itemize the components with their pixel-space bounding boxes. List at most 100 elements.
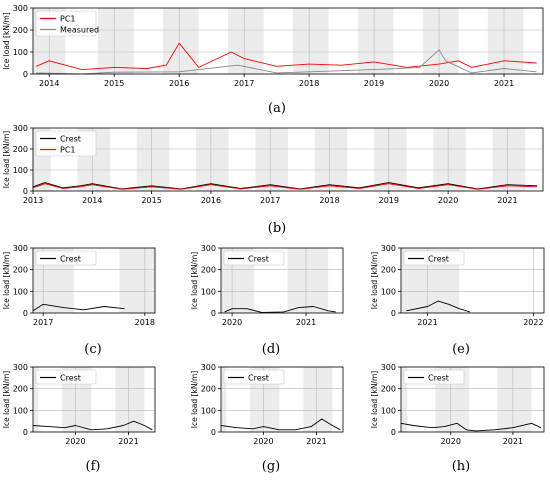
- series-line-crest: [32, 420, 153, 431]
- panel-c: 0 100 200 300 2017 2018 Ice load [kN/m] Crest: [2, 244, 156, 327]
- x-tick-label: 2015: [104, 79, 124, 88]
- y-tick-label: 200: [201, 385, 216, 394]
- y-tick-label: 300: [13, 244, 28, 253]
- plot-frame: [400, 247, 545, 314]
- caption-h: (h): [452, 459, 471, 474]
- shaded-period: [196, 128, 229, 191]
- shaded-period: [497, 367, 532, 432]
- shaded-period: [373, 128, 407, 191]
- caption-e: (e): [452, 342, 470, 357]
- x-tick-label: 2019: [364, 79, 384, 88]
- x-tick-label: 2017: [33, 318, 53, 327]
- legend-box: [403, 369, 465, 385]
- x-tick-label: 2019: [379, 196, 399, 205]
- y-axis-label: Ice load [kN/m]: [190, 371, 199, 428]
- y-tick-label: 200: [13, 385, 28, 394]
- series-line-crest: [220, 418, 341, 431]
- x-tick-label: 2018: [299, 79, 319, 88]
- caption-c: (c): [84, 342, 101, 357]
- series-line-measured: [36, 49, 537, 75]
- y-tick-label: 0: [23, 428, 28, 437]
- caption-g: (g): [262, 459, 280, 474]
- plot-frame: [220, 366, 344, 433]
- x-tick-label: 2022: [523, 318, 543, 327]
- x-tick-label: 2016: [201, 196, 221, 205]
- y-tick-label: 300: [381, 244, 396, 253]
- y-axis-label: Ice load [kN/m]: [2, 12, 11, 69]
- y-tick-label: 200: [381, 266, 396, 275]
- shaded-period: [119, 248, 155, 313]
- legend-label: Crest: [248, 374, 269, 383]
- legend-label: PC1: [60, 146, 76, 155]
- x-tick-label: 2021: [497, 196, 517, 205]
- x-tick-label: 2021: [503, 437, 523, 446]
- y-tick-label: 100: [13, 48, 28, 57]
- y-tick-label: 100: [201, 406, 216, 415]
- series-line-crest: [406, 300, 471, 313]
- y-axis-label: Ice load [kN/m]: [190, 252, 199, 309]
- y-tick-label: 200: [13, 266, 28, 275]
- x-tick-label: 2018: [135, 318, 155, 327]
- series-line-crest: [32, 303, 125, 312]
- x-tick-label: 2020: [441, 437, 461, 446]
- panel-e: 0 100 200 300 2021 2022 Ice load [kN/m] Crest: [370, 244, 545, 327]
- shaded-period: [33, 367, 39, 432]
- panel-d: 0 100 200 300 2020 2021 Ice load [kN/m] Crest: [190, 244, 344, 327]
- shaded-period: [401, 367, 408, 432]
- shaded-period: [97, 8, 134, 74]
- legend-label: PC1: [60, 15, 76, 24]
- panel-f: 0 100 200 300 2020 2021 Ice load [kN/m] Crest: [2, 363, 156, 446]
- panel-g: 0 100 200 300 2020 2021 Ice load [kN/m] Crest: [190, 363, 344, 446]
- series-line-crest: [32, 182, 538, 190]
- caption-d: (d): [262, 342, 280, 357]
- shaded-period: [227, 8, 264, 74]
- plot-frame: [220, 247, 344, 314]
- shaded-period: [136, 128, 170, 191]
- x-tick-label: 2017: [260, 196, 280, 205]
- legend-label: Crest: [248, 255, 269, 264]
- x-tick-label: 2014: [82, 196, 102, 205]
- x-tick-label: 2018: [319, 196, 339, 205]
- x-tick-label: 2021: [417, 318, 437, 327]
- x-tick-label: 2020: [438, 196, 458, 205]
- legend-box: [35, 250, 97, 266]
- y-tick-label: 100: [201, 287, 216, 296]
- shaded-period: [422, 8, 459, 74]
- shaded-period: [492, 128, 526, 191]
- legend-box: [223, 250, 285, 266]
- x-tick-label: 2021: [118, 437, 138, 446]
- y-tick-label: 0: [211, 309, 216, 318]
- y-axis-label: Ice load [kN/m]: [370, 252, 379, 309]
- y-tick-label: 0: [23, 187, 28, 196]
- legend-label: Crest: [428, 374, 449, 383]
- y-tick-label: 200: [381, 385, 396, 394]
- plot-frame: [32, 127, 544, 192]
- shaded-period: [162, 8, 199, 74]
- x-tick-label: 2020: [222, 318, 242, 327]
- x-tick-label: 2020: [429, 79, 449, 88]
- shaded-period: [292, 8, 329, 74]
- y-tick-label: 300: [201, 363, 216, 372]
- y-tick-label: 0: [391, 428, 396, 437]
- x-tick-label: 2015: [141, 196, 161, 205]
- x-tick-label: 2016: [169, 79, 189, 88]
- y-axis-label: Ice load [kN/m]: [2, 252, 11, 309]
- shaded-period: [314, 128, 348, 191]
- plot-frame: [400, 366, 545, 433]
- y-tick-label: 300: [201, 244, 216, 253]
- y-tick-label: 100: [381, 287, 396, 296]
- y-tick-label: 0: [23, 309, 28, 318]
- series-line-crest: [400, 422, 542, 432]
- shaded-period: [115, 367, 145, 432]
- y-tick-label: 300: [13, 124, 28, 133]
- x-tick-label: 2013: [23, 196, 43, 205]
- y-axis-label: Ice load [kN/m]: [2, 371, 11, 428]
- panel-h: 0 100 200 300 2020 2021 Ice load [kN/m] Crest: [370, 363, 545, 446]
- x-tick-label: 2021: [306, 437, 326, 446]
- legend-label: Measured: [60, 26, 99, 35]
- caption-f: (f): [86, 459, 101, 474]
- y-axis-label: Ice load [kN/m]: [2, 131, 11, 188]
- x-tick-label: 2014: [39, 79, 59, 88]
